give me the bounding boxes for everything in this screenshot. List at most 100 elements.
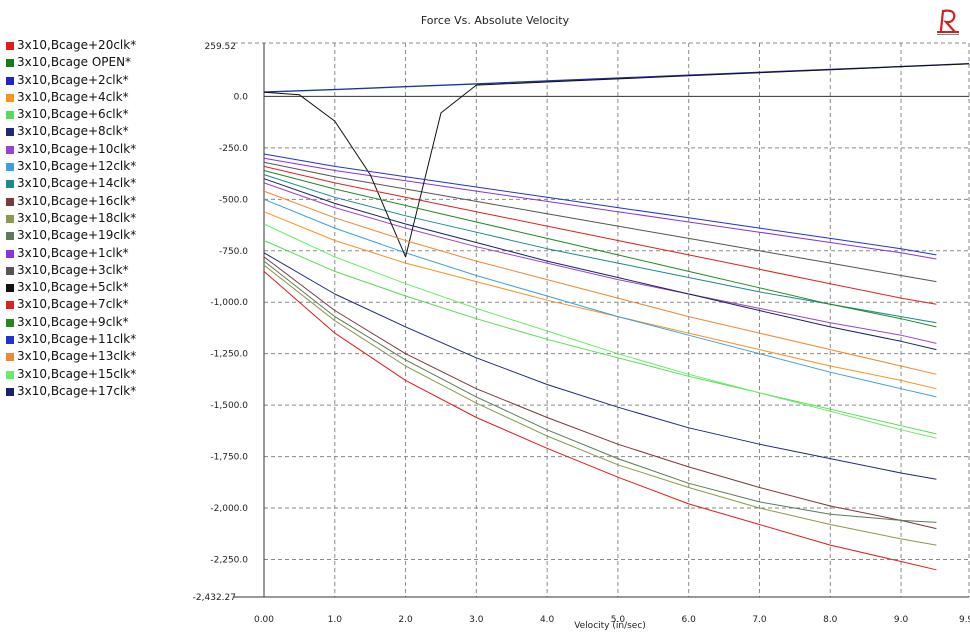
legend-label: 3x10,Bcage+14clk* bbox=[17, 176, 137, 191]
y-tick-label: 259.52 bbox=[205, 42, 237, 52]
legend-label: 3x10,Bcage+5clk* bbox=[17, 280, 129, 295]
axes bbox=[234, 43, 969, 598]
series-line bbox=[263, 161, 937, 283]
y-tick-label: -750.0 bbox=[219, 247, 248, 257]
legend-swatch bbox=[6, 145, 14, 154]
legend-item: 3x10,Bcage+4clk* bbox=[6, 90, 186, 107]
legend-item: 3x10,Bcage+20clk* bbox=[6, 38, 186, 55]
legend-swatch bbox=[6, 128, 14, 137]
legend-swatch bbox=[6, 387, 14, 396]
x-tick-label: 7.0 bbox=[752, 615, 767, 625]
series-line bbox=[263, 178, 937, 351]
y-tick-label: -500.0 bbox=[219, 195, 248, 205]
legend-item: 3x10,Bcage+18clk* bbox=[6, 211, 186, 228]
series-line bbox=[263, 271, 937, 571]
legend-label: 3x10,Bcage+13clk* bbox=[17, 349, 137, 364]
chart-title: Force Vs. Absolute Velocity bbox=[420, 14, 570, 27]
y-tick-label: 0.0 bbox=[234, 92, 249, 102]
legend-swatch bbox=[6, 318, 14, 327]
series-line bbox=[263, 165, 937, 305]
series-line bbox=[263, 256, 937, 530]
legend-item: 3x10,Bcage+19clk* bbox=[6, 228, 186, 245]
legend-item: 3x10,Bcage+6clk* bbox=[6, 107, 186, 124]
series-line bbox=[263, 63, 970, 258]
x-tick-label: 8.0 bbox=[823, 615, 838, 625]
series-line bbox=[263, 223, 937, 439]
legend-swatch bbox=[6, 301, 14, 310]
series-line bbox=[263, 170, 937, 328]
series-layer bbox=[263, 63, 970, 571]
tick-labels: 0.00 1.0 2.0 3.0 4.0 5.0 6.0 7.0 8.0 9.0 9.96 259.5… bbox=[193, 42, 970, 625]
legend-swatch bbox=[6, 180, 14, 189]
legend-label: 3x10,Bcage+17clk* bbox=[17, 383, 137, 398]
legend-label: 3x10,Bcage OPEN* bbox=[17, 55, 132, 70]
legend-swatch bbox=[6, 214, 14, 223]
legend: 3x10,Bcage+20clk* 3x10,Bcage OPEN* 3x10,Bc… bbox=[6, 38, 186, 401]
legend-label: 3x10,Bcage+7clk* bbox=[17, 297, 129, 312]
x-tick-label: 5.0 bbox=[611, 615, 626, 625]
y-tick-label: -250.0 bbox=[219, 144, 248, 154]
legend-label: 3x10,Bcage+10clk* bbox=[17, 141, 137, 156]
legend-item: 3x10,Bcage+1clk* bbox=[6, 246, 186, 263]
series-line bbox=[263, 174, 937, 324]
legend-item: 3x10,Bcage+5clk* bbox=[6, 280, 186, 297]
legend-item: 3x10,Bcage+9clk* bbox=[6, 315, 186, 332]
series-line bbox=[263, 198, 937, 398]
series-line bbox=[263, 252, 937, 480]
x-axis-label: Velocity (in/sec) bbox=[574, 621, 646, 631]
legend-label: 3x10,Bcage+20clk* bbox=[17, 38, 137, 52]
x-tick-label: 3.0 bbox=[469, 615, 484, 625]
legend-item: 3x10,Bcage+12clk* bbox=[6, 159, 186, 176]
legend-label: 3x10,Bcage+15clk* bbox=[17, 366, 137, 381]
legend-item: 3x10,Bcage+10clk* bbox=[6, 142, 186, 159]
x-tick-label: 1.0 bbox=[328, 615, 343, 625]
legend-item: 3x10,Bcage+11clk* bbox=[6, 332, 186, 349]
y-tick-label: -1,250.0 bbox=[210, 350, 248, 360]
legend-label: 3x10,Bcage+19clk* bbox=[17, 228, 137, 243]
x-tick-label: 2.0 bbox=[398, 615, 413, 625]
y-tick-label: -1,000.0 bbox=[210, 298, 248, 308]
legend-item: 3x10,Bcage+17clk* bbox=[6, 384, 186, 401]
legend-label: 3x10,Bcage+9clk* bbox=[17, 314, 129, 329]
legend-label: 3x10,Bcage+6clk* bbox=[17, 107, 129, 122]
legend-swatch bbox=[6, 76, 14, 85]
legend-item: 3x10,Bcage+15clk* bbox=[6, 367, 186, 384]
y-tick-label: -2,432.27 bbox=[193, 593, 236, 603]
legend-swatch bbox=[6, 284, 14, 293]
legend-item: 3x10,Bcage+16clk* bbox=[6, 194, 186, 211]
legend-item: 3x10,Bcage+7clk* bbox=[6, 297, 186, 314]
brand-logo-icon bbox=[937, 9, 959, 35]
legend-swatch bbox=[6, 370, 14, 379]
legend-label: 3x10,Bcage+1clk* bbox=[17, 245, 129, 260]
legend-swatch bbox=[6, 353, 14, 362]
x-tick-label: 9.0 bbox=[894, 615, 909, 625]
legend-item: 3x10,Bcage OPEN* bbox=[6, 55, 186, 72]
y-tick-label: -2,250.0 bbox=[210, 555, 248, 565]
legend-item: 3x10,Bcage+14clk* bbox=[6, 176, 186, 193]
x-tick-label: 4.0 bbox=[540, 615, 555, 625]
grid-lines bbox=[234, 42, 970, 597]
x-tick-label: 9.96 bbox=[959, 615, 970, 625]
x-tick-label: 0.00 bbox=[254, 615, 274, 625]
legend-swatch bbox=[6, 93, 14, 102]
legend-item: 3x10,Bcage+13clk* bbox=[6, 349, 186, 366]
series-line bbox=[263, 157, 937, 260]
series-line bbox=[263, 264, 937, 546]
legend-label: 3x10,Bcage+8clk* bbox=[17, 124, 129, 139]
series-line bbox=[263, 153, 937, 256]
series-line bbox=[263, 190, 937, 375]
series-line bbox=[263, 260, 937, 523]
legend-item: 3x10,Bcage+3clk* bbox=[6, 263, 186, 280]
legend-swatch bbox=[6, 111, 14, 120]
series-line bbox=[263, 182, 937, 344]
legend-swatch bbox=[6, 232, 14, 241]
legend-label: 3x10,Bcage+2clk* bbox=[17, 72, 129, 87]
legend-swatch bbox=[6, 197, 14, 206]
y-tick-label: -1,500.0 bbox=[210, 401, 248, 411]
legend-swatch bbox=[6, 59, 14, 68]
y-tick-label: -1,750.0 bbox=[210, 453, 248, 463]
legend-item: 3x10,Bcage+2clk* bbox=[6, 73, 186, 90]
legend-swatch bbox=[6, 249, 14, 258]
y-tick-label: -2,000.0 bbox=[210, 504, 248, 514]
